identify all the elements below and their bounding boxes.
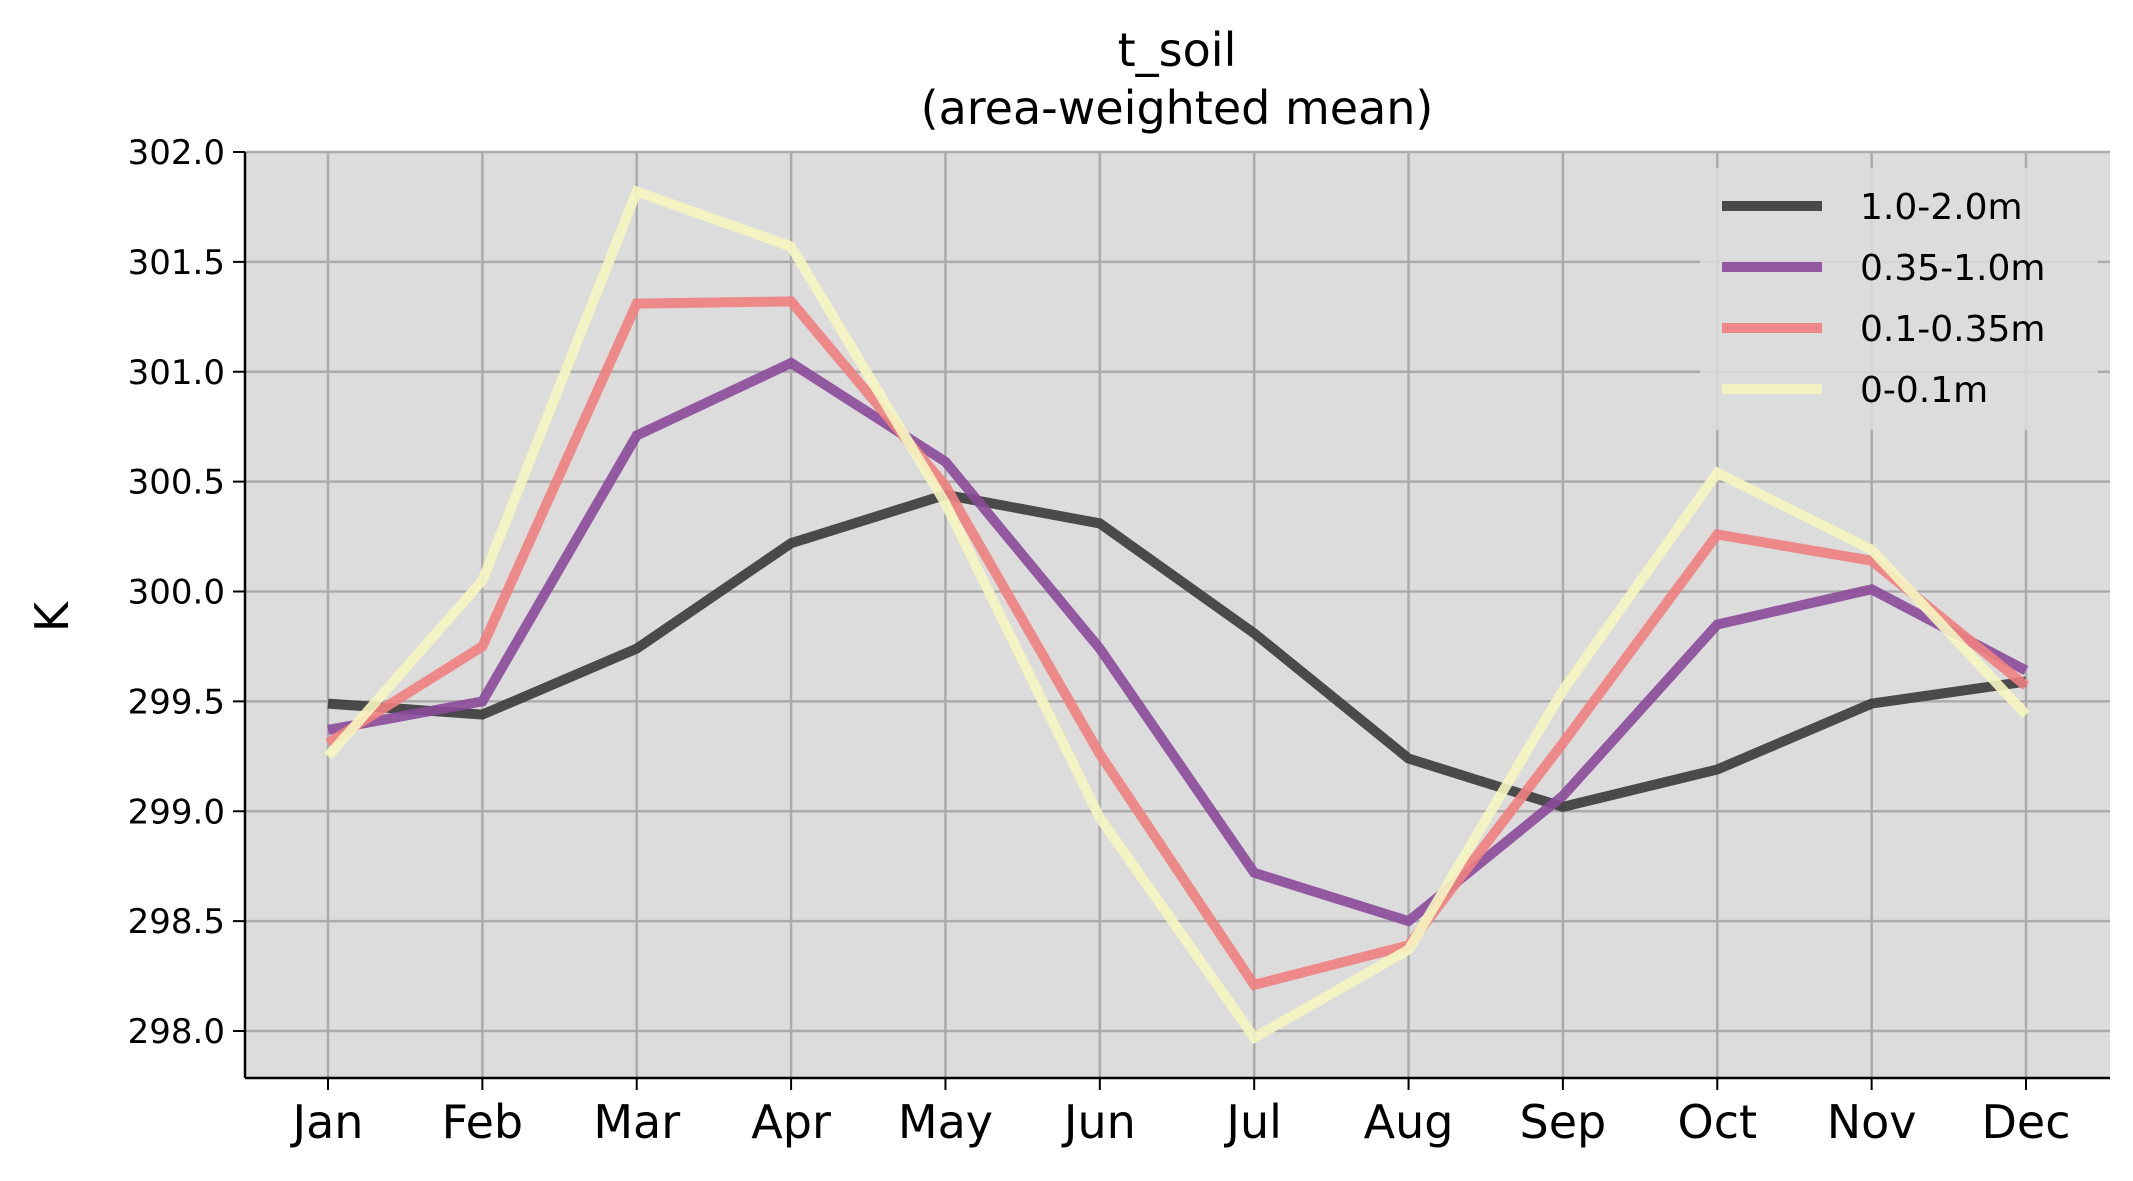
y-tick-label: 299.5 — [128, 682, 225, 722]
legend-label: 1.0-2.0m — [1860, 187, 2023, 228]
legend: 1.0-2.0m 0.35-1.0m 0.1-0.35m 0-0.1m — [1700, 168, 2098, 430]
x-tick-label: May — [898, 1095, 993, 1149]
x-tick-label: Oct — [1677, 1095, 1757, 1149]
chart-title: t_soil — [1118, 23, 1237, 77]
x-tick-label: Mar — [593, 1095, 680, 1149]
legend-label: 0.35-1.0m — [1860, 248, 2045, 289]
x-tick-label: Feb — [442, 1095, 523, 1149]
y-tick-label: 299.0 — [128, 792, 225, 832]
y-tick-label: 298.0 — [128, 1012, 225, 1052]
x-tick-label: Aug — [1364, 1095, 1454, 1149]
chart-subtitle: (area-weighted mean) — [921, 81, 1434, 135]
y-tick-label: 300.5 — [128, 463, 225, 503]
y-tick-label: 298.5 — [128, 902, 225, 942]
y-tick-label: 301.5 — [128, 243, 225, 283]
x-tick-label: Jan — [290, 1095, 364, 1149]
y-tick-label: 300.0 — [128, 573, 225, 613]
legend-label: 0.1-0.35m — [1860, 309, 2045, 350]
x-tick-label: Dec — [1981, 1095, 2070, 1149]
y-tick-label: 301.0 — [128, 353, 225, 393]
x-tick-label: Sep — [1520, 1095, 1607, 1149]
legend-label: 0-0.1m — [1860, 370, 1988, 411]
x-tick-label: Apr — [751, 1095, 831, 1149]
y-axis-label: K — [25, 600, 79, 632]
series-line-1 — [327, 489, 2027, 813]
x-tick-label: Nov — [1827, 1095, 1917, 1149]
series-line-4 — [324, 185, 2030, 1045]
x-tick-label: Jun — [1061, 1095, 1136, 1149]
x-tick-label: Jul — [1223, 1095, 1282, 1149]
y-tick-label: 302.0 — [128, 133, 225, 173]
series-line-2 — [327, 357, 2029, 927]
series-line-3 — [325, 296, 2030, 991]
